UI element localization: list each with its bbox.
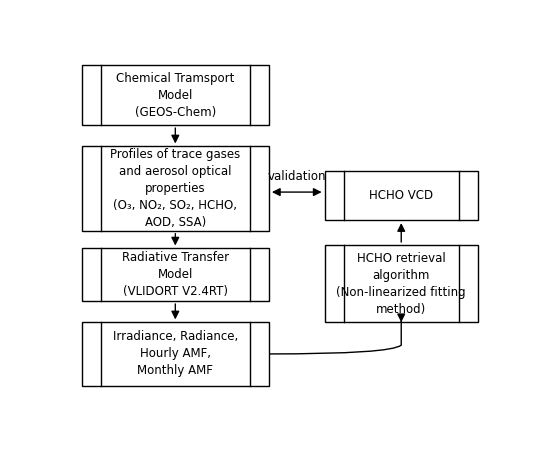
Bar (81, 249, 269, 301)
Text: validation: validation (267, 170, 326, 183)
Bar (324, 245, 478, 322)
Text: HCHO retrieval
algorithm
(Non-linearized fitting
method): HCHO retrieval algorithm (Non-linearized… (337, 251, 466, 316)
Bar (81, 65, 269, 125)
Text: Radiative Transfer
Model
(VLIDORT V2.4RT): Radiative Transfer Model (VLIDORT V2.4RT… (122, 251, 229, 298)
Bar (324, 171, 478, 220)
Text: Irradiance, Radiance,
Hourly AMF,
Monthly AMF: Irradiance, Radiance, Hourly AMF, Monthl… (113, 330, 238, 377)
Bar (81, 146, 269, 231)
Text: HCHO VCD: HCHO VCD (369, 189, 433, 202)
Text: Profiles of trace gases
and aerosol optical
properties
(O₃, NO₂, SO₂, HCHO,
AOD,: Profiles of trace gases and aerosol opti… (110, 148, 240, 229)
Bar (81, 322, 269, 386)
Text: Chemical Tramsport
Model
(GEOS-Chem): Chemical Tramsport Model (GEOS-Chem) (116, 72, 234, 119)
